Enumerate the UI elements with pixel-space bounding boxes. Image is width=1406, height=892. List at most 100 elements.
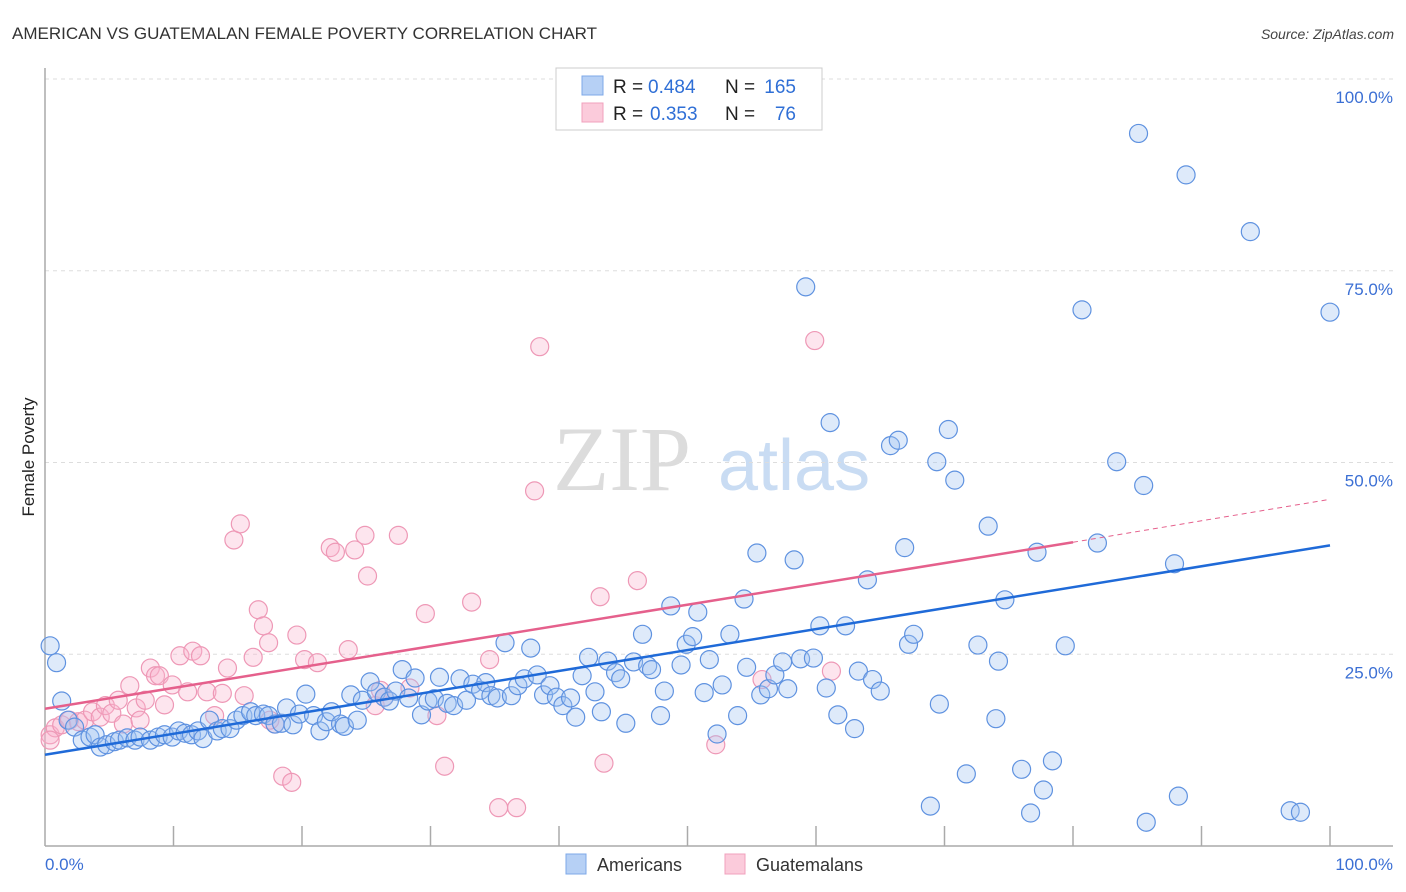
point-americans — [938, 419, 958, 440]
legend-swatch-americans — [581, 75, 604, 96]
point-americans — [605, 663, 626, 683]
point-americans — [888, 430, 908, 450]
point-americans — [796, 277, 816, 297]
point-americans — [1033, 780, 1054, 800]
point-americans — [870, 681, 890, 701]
point-americans — [347, 710, 367, 730]
point-americans — [688, 602, 708, 622]
y-tick-label: 100.0% — [1335, 88, 1393, 107]
y-tick-label: 75.0% — [1345, 280, 1393, 299]
point-americans — [399, 688, 419, 708]
point-americans — [737, 657, 757, 677]
point-americans — [720, 624, 740, 644]
point-americans — [862, 669, 883, 690]
point-americans — [1107, 452, 1127, 472]
point-guatemalans — [68, 712, 89, 732]
point-americans — [1240, 222, 1260, 242]
point-americans — [747, 543, 767, 563]
point-guatemalans — [388, 525, 408, 545]
point-guatemalans — [170, 646, 190, 666]
x-tick-label-min: 0.0% — [45, 855, 84, 874]
point-guatemalans — [234, 686, 254, 706]
point-americans — [650, 706, 671, 726]
chart-source: Source: ZipAtlas.com — [1261, 26, 1394, 42]
point-americans — [778, 679, 798, 699]
point-americans — [898, 634, 919, 654]
point-americans — [632, 624, 653, 644]
point-americans — [1290, 802, 1311, 822]
point-americans — [929, 694, 949, 714]
point-guatemalans — [90, 707, 110, 727]
point-guatemalans — [325, 542, 346, 562]
point-guatemalans — [355, 525, 375, 545]
point-americans — [578, 647, 599, 667]
point-guatemalans — [253, 616, 274, 636]
point-americans — [1128, 123, 1149, 144]
watermark: ZIP atlas — [553, 408, 870, 510]
point-guatemalans — [190, 646, 211, 666]
point-americans — [1164, 554, 1185, 574]
point-americans — [828, 705, 848, 725]
legend-r-label-americans: R = — [613, 77, 643, 98]
point-americans — [699, 650, 719, 670]
point-americans — [683, 627, 703, 647]
x-tick-label-max: 100.0% — [1335, 855, 1393, 874]
point-americans — [694, 682, 714, 703]
point-americans — [956, 764, 976, 784]
point-americans — [46, 653, 67, 673]
point-guatemalans — [154, 695, 175, 715]
point-guatemalans — [594, 753, 614, 773]
point-americans — [978, 516, 998, 536]
point-americans — [844, 719, 865, 739]
point-guatemalans — [357, 566, 378, 586]
point-guatemalans — [489, 798, 509, 818]
point-americans — [1072, 300, 1092, 320]
point-americans — [1134, 475, 1154, 496]
svg-text:atlas: atlas — [718, 426, 870, 506]
point-americans — [521, 638, 541, 658]
point-guatemalans — [524, 481, 545, 501]
point-guatemalans — [627, 571, 647, 591]
point-americans — [810, 616, 830, 636]
point-americans — [540, 676, 560, 696]
point-americans — [553, 696, 573, 716]
bottom-legend-swatch-americans — [565, 853, 587, 875]
point-americans — [283, 715, 303, 735]
point-americans — [895, 538, 915, 558]
point-americans — [712, 675, 732, 695]
point-americans — [424, 689, 444, 709]
point-guatemalans — [248, 600, 268, 620]
point-guatemalans — [120, 676, 140, 696]
point-americans — [927, 452, 947, 472]
legend-r-value-guatemalans: 0.353 — [650, 104, 698, 125]
legend-r-label-guatemalans: R = — [613, 104, 643, 125]
point-guatemalans — [40, 730, 60, 750]
point-americans — [1168, 786, 1188, 806]
point-guatemalans — [108, 690, 128, 710]
bottom-legend: Americans Guatemalans — [565, 853, 863, 875]
point-guatemalans — [287, 625, 307, 645]
point-americans — [501, 686, 522, 706]
point-americans — [566, 707, 586, 727]
point-americans — [820, 413, 840, 433]
point-americans — [772, 652, 793, 672]
y-tick-label: 50.0% — [1345, 472, 1393, 491]
point-guatemalans — [530, 337, 550, 357]
point-guatemalans — [95, 696, 115, 716]
point-americans — [616, 713, 636, 733]
point-guatemalans — [338, 640, 358, 660]
trend-line-guatemalans — [44, 541, 1074, 710]
point-americans — [405, 668, 425, 688]
legend-n-label-guatemalans: N = — [725, 104, 755, 125]
chart-title: AMERICAN VS GUATEMALAN FEMALE POVERTY CO… — [12, 24, 597, 43]
point-americans — [816, 678, 836, 698]
bottom-legend-swatch-guatemalans — [724, 853, 746, 875]
point-americans — [803, 648, 824, 668]
point-guatemalans — [462, 592, 482, 612]
legend-n-label-americans: N = — [725, 77, 755, 98]
point-guatemalans — [345, 540, 365, 560]
bottom-legend-label-americans: Americans — [597, 855, 682, 875]
svg-text:ZIP: ZIP — [553, 408, 691, 510]
point-americans — [1280, 801, 1300, 821]
